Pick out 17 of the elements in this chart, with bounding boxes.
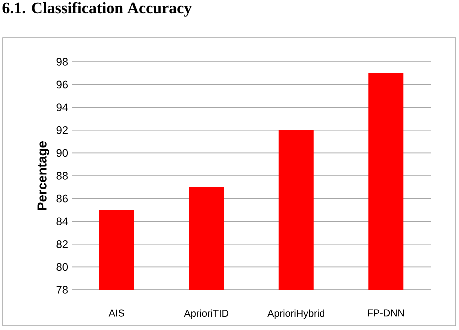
y-tick-label: 92: [56, 126, 68, 134]
y-tick-label: 82: [56, 240, 68, 248]
y-tick-label: 88: [56, 172, 68, 180]
x-tick-label: AprioriHybrid: [268, 310, 325, 320]
y-tick-label: 80: [56, 263, 68, 272]
x-tick-label: AprioriTID: [184, 310, 229, 320]
y-tick-label: 78: [56, 286, 68, 294]
y-tick-label: 96: [56, 80, 68, 89]
x-tick-label: AIS: [108, 310, 124, 317]
y-tick-label: 84: [56, 218, 68, 226]
y-axis-title: Percentage: [38, 142, 50, 210]
x-tick-label: FP-DNN: [368, 310, 404, 317]
y-tick-label: 90: [56, 149, 68, 158]
chart-title: 6.1. Classification Accuracy: [2, 2, 192, 17]
y-tick-label: 98: [56, 58, 68, 66]
y-tick-label: 86: [56, 194, 68, 203]
y-tick-label: 94: [56, 104, 68, 112]
